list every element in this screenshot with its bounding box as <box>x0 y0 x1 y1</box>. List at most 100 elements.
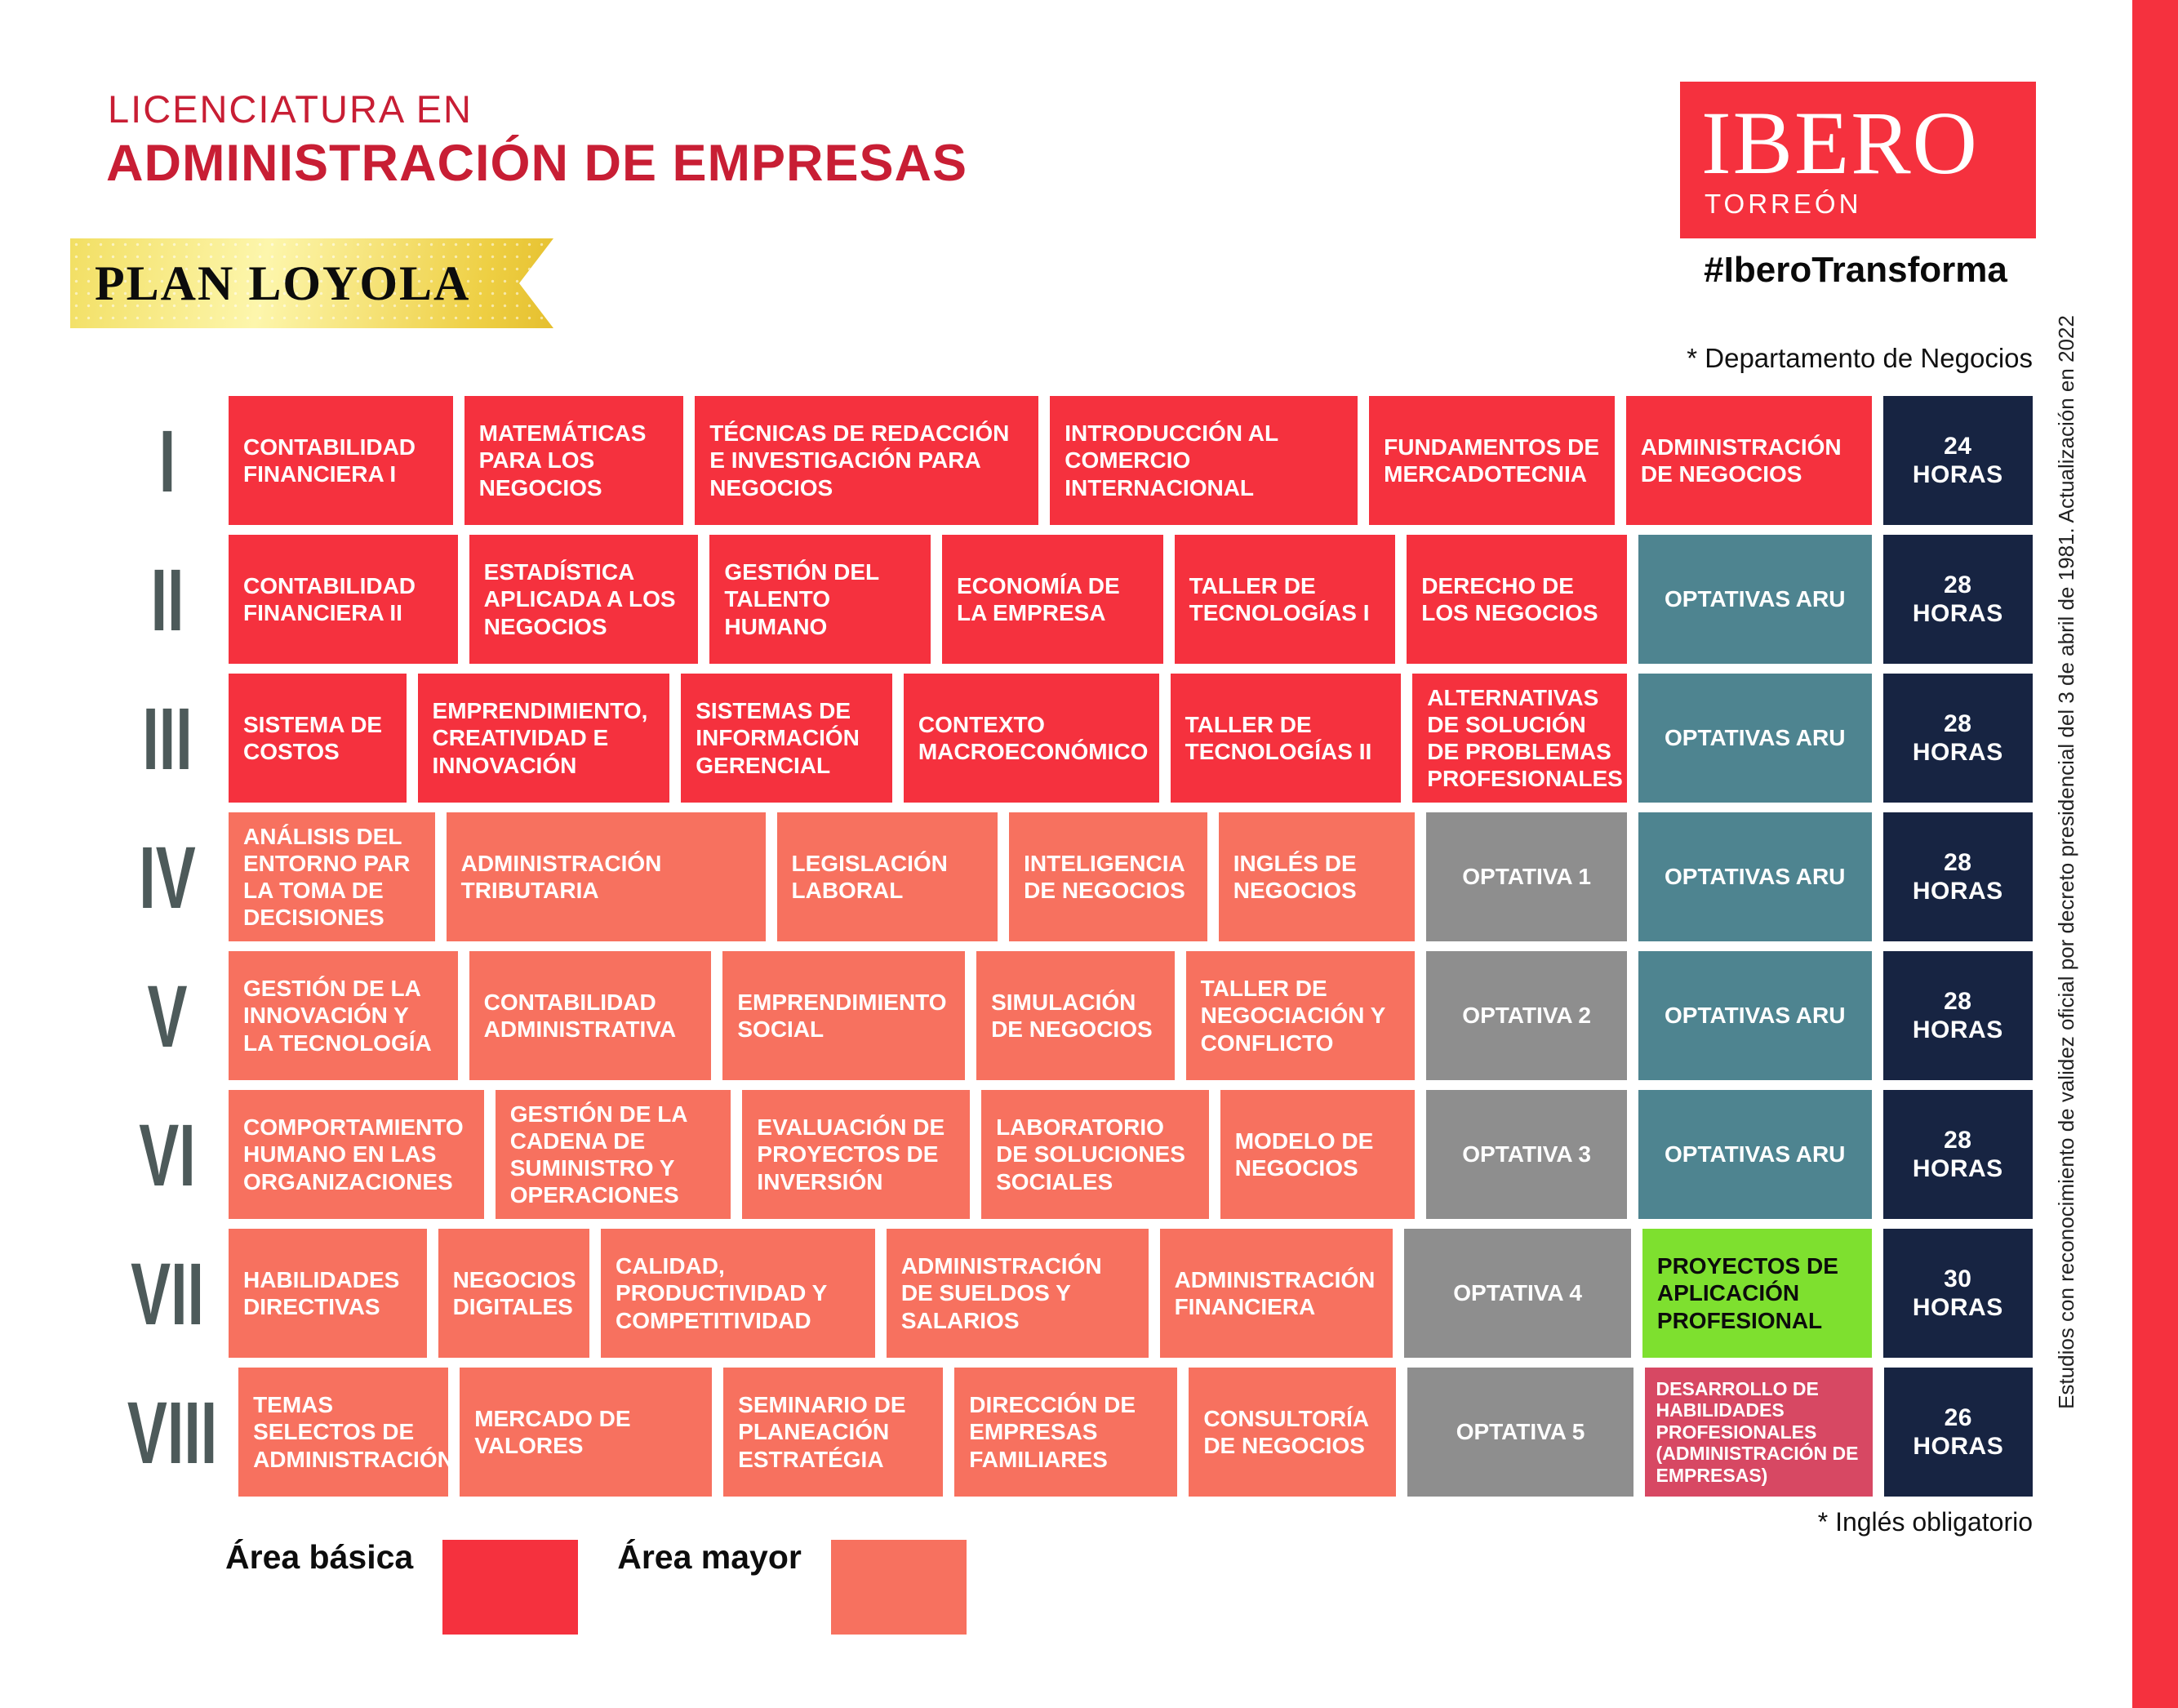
course-cell: COMPORTAMIENTO HUMANO EN LAS ORGANIZACIO… <box>229 1090 484 1219</box>
course-cell: MERCADO DE VALORES <box>460 1368 713 1497</box>
hours-cell: 24 HORAS <box>1882 396 2033 525</box>
course-label: EMPRENDIMIENTO SOCIAL <box>737 989 947 1042</box>
course-cell: CONTABILIDAD ADMINISTRATIVA <box>469 951 712 1080</box>
course-label: OPTATIVA 4 <box>1453 1280 1582 1306</box>
semester-cells: CONTABILIDAD FINANCIERA I MATEMÁTICAS PAR… <box>229 396 2033 525</box>
hours-cell: 26 HORAS <box>1883 1368 2033 1497</box>
course-cell: DIRECCIÓN DE EMPRESAS FAMILIARES <box>954 1368 1178 1497</box>
course-cell: OPTATIVAS ARU <box>1638 812 1872 941</box>
course-cell: TALLER DE TECNOLOGÍAS I <box>1174 535 1396 664</box>
plan-loyola-banner: PLAN LOYOLA <box>70 238 553 328</box>
course-label: SEMINARIO DE PLANEACIÓN ESTRATÉGIA <box>738 1392 906 1472</box>
course-label: INTRODUCCIÓN AL COMERCIO INTERNACIONAL <box>1065 420 1278 500</box>
course-label: NEGOCIOS DIGITALES <box>452 1266 576 1319</box>
course-cell: ALTERNATIVAS DE SOLUCIÓN DE PROBLEMAS PR… <box>1412 674 1627 803</box>
course-label: CONTABILIDAD ADMINISTRATIVA <box>483 989 677 1042</box>
course-cell: CONTEXTO MACROECONÓMICO <box>903 674 1159 803</box>
course-cell: FUNDAMENTOS DE MERCADOTECNIA <box>1369 396 1615 525</box>
hours-cell: 28 HORAS <box>1882 951 2034 1080</box>
course-cell: ADMINISTRACIÓN DE SUELDOS Y SALARIOS <box>886 1229 1149 1358</box>
semester-row: VIII TEMAS SELECTOS DE ADMINISTRACIÓN MERC… <box>106 1368 2033 1497</box>
ibero-logo-campus: TORREÓN <box>1705 189 1862 220</box>
course-label: SISTEMAS DE INFORMACIÓN GERENCIAL <box>696 698 860 778</box>
ibero-logo: IBERO TORREÓN <box>1680 82 2036 238</box>
course-cell: MATEMÁTICAS PARA LOS NEGOCIOS <box>464 396 684 525</box>
course-label: CONSULTORÍA DE NEGOCIOS <box>1203 1405 1369 1458</box>
course-cell: EVALUACIÓN DE PROYECTOS DE INVERSIÓN <box>742 1090 971 1219</box>
course-cell: OPTATIVA 5 <box>1407 1368 1634 1497</box>
semester-cells: HABILIDADES DIRECTIVAS NEGOCIOS DIGITALES… <box>229 1229 2034 1358</box>
course-cell: GESTIÓN DEL TALENTO HUMANO <box>709 535 931 664</box>
legend-item-mayor: Área mayor <box>617 1538 967 1635</box>
course-label: FUNDAMENTOS DE MERCADOTECNIA <box>1384 434 1600 487</box>
course-label: TALLER DE NEGOCIACIÓN Y CONFLICTO <box>1200 976 1385 1056</box>
course-label: OPTATIVAS ARU <box>1665 864 1846 890</box>
course-cell: EMPRENDIMIENTO SOCIAL <box>722 951 966 1080</box>
right-edge-stripe <box>2132 0 2178 1708</box>
page-title: ADMINISTRACIÓN DE EMPRESAS <box>106 135 968 192</box>
course-label: COMPORTAMIENTO HUMANO EN LAS ORGANIZACIO… <box>243 1114 464 1194</box>
hours-cell: 30 HORAS <box>1882 1229 2034 1358</box>
degree-title-prefix: LICENCIATURA EN <box>108 87 473 131</box>
course-label: 28 HORAS <box>1912 1126 2003 1182</box>
course-label: HABILIDADES DIRECTIVAS <box>243 1266 400 1319</box>
course-label: OPTATIVA 5 <box>1456 1419 1585 1445</box>
course-label: CALIDAD, PRODUCTIVIDAD Y COMPETITIVIDAD <box>616 1253 827 1333</box>
course-label: GESTIÓN DEL TALENTO HUMANO <box>724 559 879 639</box>
course-cell: ESTADÍSTICA APLICADA A LOS NEGOCIOS <box>469 535 699 664</box>
course-cell: OPTATIVAS ARU <box>1638 674 1872 803</box>
course-cell: INGLÉS DE NEGOCIOS <box>1218 812 1416 941</box>
course-label: ESTADÍSTICA APLICADA A LOS NEGOCIOS <box>483 559 676 639</box>
course-cell: LABORATORIO DE SOLUCIONES SOCIALES <box>981 1090 1209 1219</box>
course-cell: OPTATIVAS ARU <box>1638 535 1872 664</box>
semester-numeral: IV <box>139 827 196 927</box>
course-label: ALTERNATIVAS DE SOLUCIÓN DE PROBLEMAS PR… <box>1427 684 1623 792</box>
semester-cells: GESTIÓN DE LA INNOVACIÓN Y LA TECNOLOGÍA… <box>229 951 2034 1080</box>
semester-cells: TEMAS SELECTOS DE ADMINISTRACIÓN MERCADO … <box>238 1368 2033 1497</box>
accreditation-note: Estudios con reconocimiento de validez o… <box>2054 315 2078 1409</box>
course-label: PROYECTOS DE APLICACIÓN PROFESIONAL <box>1656 1253 1838 1333</box>
course-cell: CONTABILIDAD FINANCIERA I <box>229 396 453 525</box>
course-cell: DERECHO DE LOS NEGOCIOS <box>1407 535 1627 664</box>
course-cell: LEGISLACIÓN LABORAL <box>776 812 998 941</box>
semester-row: V GESTIÓN DE LA INNOVACIÓN Y LA TECNOLOGÍ… <box>106 951 2034 1080</box>
semester-numeral: III <box>142 688 193 788</box>
course-label: EMPRENDIMIENTO, CREATIVIDAD E INNOVACIÓN <box>432 698 648 778</box>
course-label: TALLER DE TECNOLOGÍAS II <box>1185 711 1372 764</box>
legend-label-mayor: Área mayor <box>617 1538 802 1576</box>
course-cell: DESARROLLO DE HABILIDADES PROFESIONALES … <box>1644 1368 1873 1497</box>
semester-numeral: I <box>158 411 176 510</box>
course-cell: NEGOCIOS DIGITALES <box>438 1229 590 1358</box>
course-cell: INTELIGENCIA DE NEGOCIOS <box>1009 812 1207 941</box>
course-label: ANÁLISIS DEL ENTORNO PAR LA TOMA DE DECI… <box>243 823 411 931</box>
course-label: MODELO DE NEGOCIOS <box>1234 1128 1374 1181</box>
course-label: 24 HORAS <box>1912 432 2003 488</box>
course-label: 26 HORAS <box>1913 1403 2004 1460</box>
semester-numeral: VIII <box>127 1382 218 1482</box>
plan-loyola-label: PLAN LOYOLA <box>95 256 471 310</box>
course-cell: TEMAS SELECTOS DE ADMINISTRACIÓN <box>238 1368 449 1497</box>
semester-cells: COMPORTAMIENTO HUMANO EN LAS ORGANIZACIO… <box>229 1090 2033 1219</box>
course-cell: SIMULACIÓN DE NEGOCIOS <box>976 951 1175 1080</box>
english-note: * Inglés obligatorio <box>1817 1507 2033 1537</box>
course-label: MATEMÁTICAS PARA LOS NEGOCIOS <box>478 420 647 500</box>
course-cell: TALLER DE NEGOCIACIÓN Y CONFLICTO <box>1185 951 1416 1080</box>
legend-swatch-mayor <box>830 1540 967 1635</box>
semester-numeral: VII <box>131 1243 204 1343</box>
course-label: TÉCNICAS DE REDACCIÓN E INVESTIGACIÓN PA… <box>709 420 1010 500</box>
course-cell: MODELO DE NEGOCIOS <box>1220 1090 1416 1219</box>
legend: Área básica Área mayor <box>225 1538 967 1635</box>
course-label: 28 HORAS <box>1912 571 2003 627</box>
course-cell: INTRODUCCIÓN AL COMERCIO INTERNACIONAL <box>1050 396 1358 525</box>
course-label: EVALUACIÓN DE PROYECTOS DE INVERSIÓN <box>757 1114 945 1194</box>
course-cell: OPTATIVA 3 <box>1426 1090 1627 1219</box>
course-cell: CONTABILIDAD FINANCIERA II <box>229 535 458 664</box>
department-note: * Departamento de Negocios <box>1687 343 2033 373</box>
course-label: 30 HORAS <box>1912 1265 2003 1321</box>
course-label: MERCADO DE VALORES <box>474 1405 631 1458</box>
course-cell: OPTATIVA 1 <box>1426 812 1627 941</box>
course-cell: ADMINISTRACIÓN TRIBUTARIA <box>446 812 766 941</box>
course-label: SISTEMA DE COSTOS <box>243 711 383 764</box>
course-label: ECONOMÍA DE LA EMPRESA <box>956 572 1120 625</box>
